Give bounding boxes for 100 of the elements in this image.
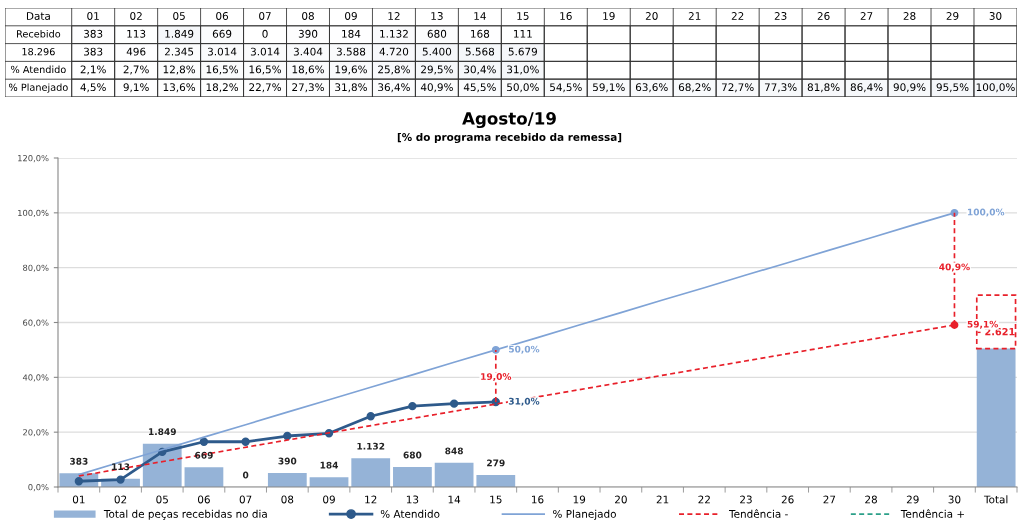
x-tick-label: 30	[989, 12, 1002, 20]
data-label: 29,5%	[421, 65, 453, 75]
data-label: 1.132	[380, 29, 408, 38]
data-label: 30,4%	[464, 65, 496, 75]
x-tick-label: 13	[406, 495, 419, 504]
chart-title: Agosto/19	[462, 112, 556, 129]
data-label: 100,0%	[967, 208, 1005, 217]
data-label: 111	[514, 29, 532, 38]
annotation: 113	[112, 463, 130, 471]
x-tick-label: 01	[87, 12, 99, 20]
x-tick-label: Total	[983, 495, 1008, 504]
data-label: 2.345	[164, 47, 194, 56]
data-label: 383	[84, 47, 103, 56]
data-label: 86,4%	[850, 83, 883, 93]
legend-label: Total de peças recebidas no dia	[103, 509, 267, 520]
chart-subtitle: [% do programa recebido da remessa]	[397, 132, 622, 144]
data-label: 100,0%	[976, 83, 1015, 93]
data-label: 9,1%	[123, 83, 149, 93]
data-label: 1.849	[165, 29, 194, 38]
x-tick-label: 01	[72, 495, 85, 504]
x-tick-label: 16	[560, 12, 572, 20]
legend-label: % Planejado	[553, 509, 616, 520]
data-label: 3.014	[250, 47, 280, 56]
x-tick-label: 28	[865, 495, 877, 504]
data-label: 45,5%	[463, 83, 496, 93]
data-label: 13,6%	[163, 83, 196, 93]
data-label: 59,1%	[967, 320, 998, 329]
data-label: 390	[298, 29, 318, 38]
data-label: 81,8%	[807, 83, 840, 93]
x-tick-label: 16	[532, 495, 544, 504]
annotation: 184	[320, 461, 339, 469]
data-label: 50,0%	[509, 345, 540, 354]
x-tick-label: 07	[239, 495, 252, 504]
x-tick-label: 07	[259, 12, 271, 20]
x-tick-label: 20	[645, 12, 658, 20]
x-tick-label: 21	[688, 12, 701, 20]
data-label: 496	[126, 47, 146, 56]
x-tick-label: 19	[603, 12, 615, 20]
x-tick-label: 05	[173, 12, 185, 20]
x-tick-label: 09	[345, 12, 357, 20]
data-label: 31,0%	[507, 65, 539, 75]
x-tick-label: 08	[302, 12, 314, 20]
x-tick-label: 14	[474, 12, 486, 20]
annotation: 279	[487, 459, 505, 467]
y-tick-label: Recebido	[17, 30, 61, 38]
x-tick-label: 02	[130, 12, 142, 20]
annotation: 680	[403, 451, 422, 459]
y-tick-label: % Planejado	[9, 83, 68, 93]
data-label: 12,8%	[163, 65, 196, 75]
data-label: 184	[342, 29, 361, 38]
y-axis-title: Data	[26, 12, 50, 20]
annotation: 1.132	[357, 442, 385, 450]
data-label: 4,5%	[80, 83, 106, 93]
x-tick-label: 23	[774, 12, 787, 20]
y-tick-label: 60,0%	[23, 319, 49, 327]
y-tick-label: 0,0%	[28, 483, 49, 492]
x-tick-label: 14	[448, 495, 461, 504]
y-tick-label: 18.296	[22, 47, 55, 56]
y-tick-label: % Atendido	[11, 65, 66, 74]
data-label: 90,9%	[893, 83, 926, 93]
x-tick-label: 12	[365, 495, 377, 504]
data-label: 68,2%	[678, 83, 711, 93]
data-label: 3.404	[293, 47, 323, 56]
legend-label: Tendência -	[729, 509, 788, 518]
x-tick-label: 09	[323, 495, 335, 504]
data-label: 72,7%	[721, 83, 754, 93]
data-label: 63,6%	[635, 83, 668, 93]
y-tick-label: 80,0%	[23, 264, 49, 272]
data-label: 4.720	[379, 47, 409, 56]
data-label: 3.014	[207, 47, 237, 56]
y-tick-label: 20,0%	[23, 429, 49, 437]
x-tick-label: 19	[573, 495, 586, 504]
data-label: 3.588	[336, 47, 366, 56]
annotation: 848	[445, 447, 463, 455]
data-label: 31,8%	[335, 83, 367, 93]
x-tick-label: 29	[946, 12, 959, 20]
x-tick-label: 13	[431, 12, 443, 20]
x-tick-label: 06	[197, 495, 210, 504]
x-tick-label: 30	[948, 495, 961, 504]
x-tick-label: 27	[860, 12, 873, 20]
data-label: 669	[212, 29, 232, 38]
x-tick-label: 15	[517, 12, 529, 20]
x-tick-label: 23	[740, 495, 752, 504]
data-label: 50,0%	[507, 83, 539, 93]
data-label: 383	[84, 29, 103, 38]
data-label: 5.400	[422, 47, 452, 56]
data-label: 5.679	[508, 47, 538, 56]
x-tick-label: 29	[906, 495, 919, 504]
data-label: 27,3%	[292, 83, 324, 93]
x-tick-label: 06	[216, 12, 229, 20]
data-label: 54,5%	[550, 83, 582, 93]
annotation: 390	[278, 457, 297, 465]
x-tick-label: 02	[114, 495, 127, 504]
legend-label: Tendência +	[900, 509, 964, 518]
x-tick-label: 22	[698, 495, 710, 504]
data-label: 113	[127, 29, 146, 38]
x-tick-label: 08	[281, 495, 294, 504]
x-tick-label: 26	[817, 12, 830, 20]
x-tick-label: 22	[731, 12, 744, 20]
y-tick-label: 120,0%	[18, 154, 49, 163]
